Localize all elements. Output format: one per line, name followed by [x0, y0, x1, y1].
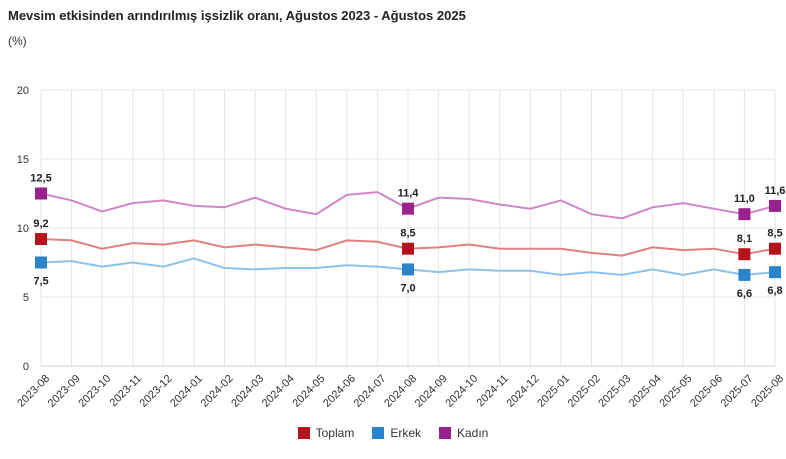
x-tick-label: 2023-11 — [108, 373, 144, 409]
x-tick-label: 2024-07 — [352, 373, 389, 410]
data-label: 6,8 — [767, 285, 782, 297]
data-label: 11,6 — [765, 185, 786, 197]
x-tick-label: 2024-10 — [443, 373, 480, 410]
data-label: 6,6 — [737, 288, 752, 300]
x-tick-label: 2024-05 — [290, 373, 327, 410]
x-tick-label: 2024-06 — [321, 373, 358, 410]
data-label: 8,5 — [767, 228, 782, 240]
x-tick-label: 2024-09 — [413, 373, 450, 410]
legend: Toplam Erkek Kadın — [0, 426, 786, 440]
data-marker — [769, 199, 781, 212]
data-label: 8,1 — [737, 233, 752, 245]
x-tick-label: 2023-08 — [15, 373, 52, 410]
data-label: 12,5 — [30, 173, 51, 185]
data-marker — [738, 248, 751, 261]
data-marker — [402, 202, 414, 215]
x-tick-label: 2025-08 — [749, 373, 786, 410]
x-tick-label: 2025-01 — [535, 373, 572, 410]
data-marker — [769, 242, 781, 255]
y-tick-label: 10 — [17, 223, 29, 235]
y-tick-label: 0 — [23, 361, 29, 373]
data-label: 8,5 — [400, 228, 415, 240]
data-marker — [35, 233, 47, 246]
data-marker — [738, 268, 751, 281]
x-tick-label: 2025-02 — [566, 373, 603, 410]
legend-item-kadın[interactable]: Kadın — [439, 426, 488, 440]
x-tick-label: 2025-04 — [627, 373, 664, 410]
x-tick-label: 2024-08 — [382, 373, 419, 410]
data-label: 7,0 — [400, 282, 415, 294]
chart-title: Mevsim etkisinden arındırılmış işsizlik … — [8, 8, 466, 23]
legend-label: Toplam — [315, 426, 355, 440]
x-tick-label: 2024-11 — [475, 373, 511, 409]
x-tick-label: 2024-04 — [260, 373, 297, 410]
x-tick-label: 2025-06 — [688, 373, 725, 410]
data-marker — [35, 256, 47, 269]
legend-swatch — [439, 427, 451, 439]
x-tick-label: 2024-12 — [505, 373, 542, 410]
y-tick-label: 20 — [17, 85, 29, 97]
x-tick-label: 2025-03 — [596, 373, 633, 410]
data-marker — [402, 242, 414, 255]
y-tick-label: 15 — [17, 154, 29, 166]
legend-swatch — [297, 427, 310, 439]
legend-swatch — [372, 427, 385, 439]
x-tick-label: 2023-09 — [46, 373, 83, 410]
data-marker — [738, 208, 751, 221]
chart-unit: (%) — [8, 34, 27, 48]
data-label: 7,5 — [33, 276, 48, 288]
x-tick-label: 2024-03 — [229, 373, 266, 410]
x-tick-label: 2023-10 — [76, 373, 113, 410]
x-tick-label: 2023-12 — [138, 373, 175, 410]
legend-label: Erkek — [390, 426, 421, 440]
x-tick-label: 2025-05 — [657, 373, 694, 410]
x-tick-label: 2024-02 — [199, 373, 236, 410]
data-marker — [35, 187, 47, 200]
data-label: 9,2 — [33, 218, 48, 230]
data-label: 11,4 — [398, 188, 420, 200]
y-tick-label: 5 — [23, 292, 29, 304]
data-label: 11,0 — [734, 193, 755, 205]
data-marker — [402, 263, 414, 276]
x-tick-label: 2024-01 — [168, 373, 205, 410]
legend-item-toplam[interactable]: Toplam — [297, 426, 355, 440]
x-tick-label: 2025-07 — [719, 373, 756, 410]
legend-item-erkek[interactable]: Erkek — [372, 426, 421, 440]
data-marker — [769, 266, 781, 279]
legend-label: Kadın — [457, 426, 489, 440]
